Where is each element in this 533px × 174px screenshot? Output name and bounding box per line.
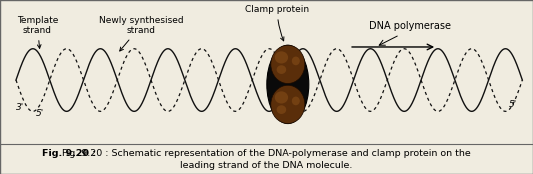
Text: 3': 3' (16, 103, 25, 112)
Ellipse shape (267, 45, 309, 124)
Text: Fig. 9.20 : Schematic representation of the DNA-polymerase and clamp protein on : Fig. 9.20 : Schematic representation of … (62, 149, 471, 158)
Text: 5': 5' (509, 100, 518, 109)
Ellipse shape (271, 85, 305, 124)
Text: Clamp protein: Clamp protein (245, 5, 309, 41)
Ellipse shape (275, 91, 288, 104)
Ellipse shape (292, 97, 300, 105)
Text: 5': 5' (36, 109, 44, 118)
Ellipse shape (275, 51, 288, 64)
Text: Fig. 9.20 :: Fig. 9.20 : (42, 149, 96, 158)
Ellipse shape (292, 57, 300, 65)
Ellipse shape (277, 105, 286, 114)
Text: leading strand of the DNA molecule.: leading strand of the DNA molecule. (180, 161, 353, 170)
Text: DNA polymerase: DNA polymerase (369, 21, 451, 31)
Ellipse shape (277, 65, 286, 74)
Text: Template
strand: Template strand (17, 16, 58, 48)
Text: Newly synthesised
strand: Newly synthesised strand (99, 16, 183, 51)
Ellipse shape (271, 45, 305, 84)
